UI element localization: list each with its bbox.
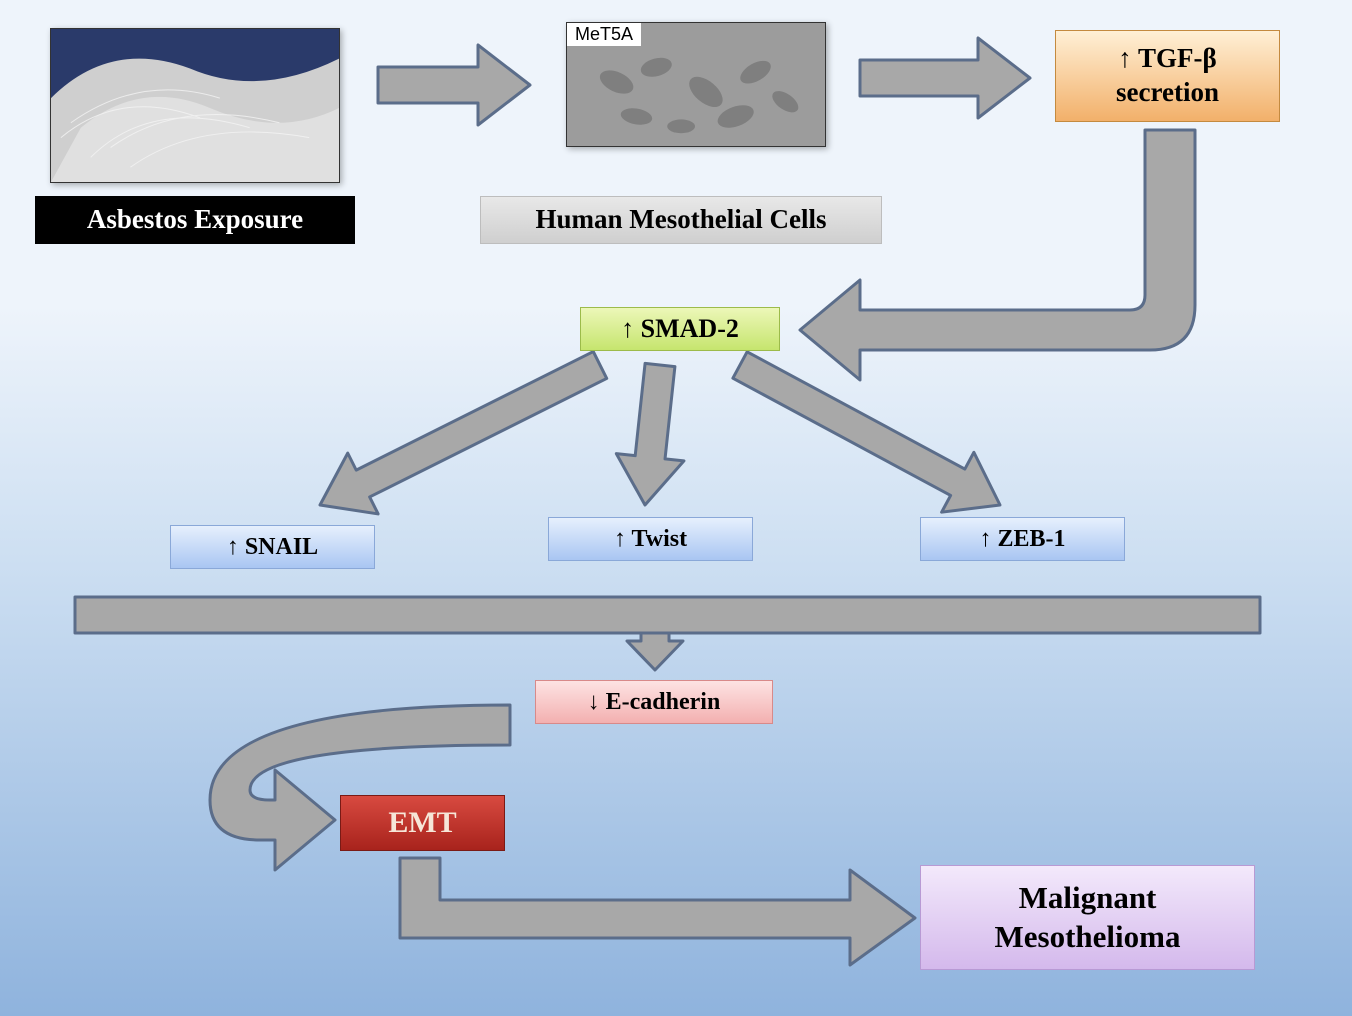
zeb1-text: ↑ ZEB-1: [979, 524, 1065, 554]
snail-box: ↑ SNAIL: [170, 525, 375, 569]
snail-text: ↑ SNAIL: [227, 532, 318, 562]
tgfb-secretion-text: ↑ TGF-β secretion: [1066, 42, 1269, 110]
human-mesothelial-text: Human Mesothelial Cells: [536, 203, 827, 237]
zeb1-box: ↑ ZEB-1: [920, 517, 1125, 561]
tgfb-secretion-box: ↑ TGF-β secretion: [1055, 30, 1280, 122]
emt-box: EMT: [340, 795, 505, 851]
met5a-image: MeT5A: [566, 22, 826, 147]
twist-box: ↑ Twist: [548, 517, 753, 561]
asbestos-exposure-text: Asbestos Exposure: [87, 203, 303, 237]
emt-text: EMT: [388, 804, 456, 842]
human-mesothelial-box: Human Mesothelial Cells: [480, 196, 882, 244]
asbestos-exposure-box: Asbestos Exposure: [35, 196, 355, 244]
met5a-label-text: MeT5A: [575, 24, 633, 44]
malignant-mesothelioma-text: Malignant Mesothelioma: [931, 879, 1244, 957]
asbestos-image: [50, 28, 340, 183]
malignant-mesothelioma-box: Malignant Mesothelioma: [920, 865, 1255, 970]
smad2-text: ↑ SMAD-2: [621, 313, 739, 346]
twist-text: ↑ Twist: [614, 524, 687, 554]
ecadherin-box: ↓ E-cadherin: [535, 680, 773, 724]
ecadherin-text: ↓ E-cadherin: [588, 687, 721, 717]
smad2-box: ↑ SMAD-2: [580, 307, 780, 351]
met5a-image-label: MeT5A: [567, 23, 641, 46]
